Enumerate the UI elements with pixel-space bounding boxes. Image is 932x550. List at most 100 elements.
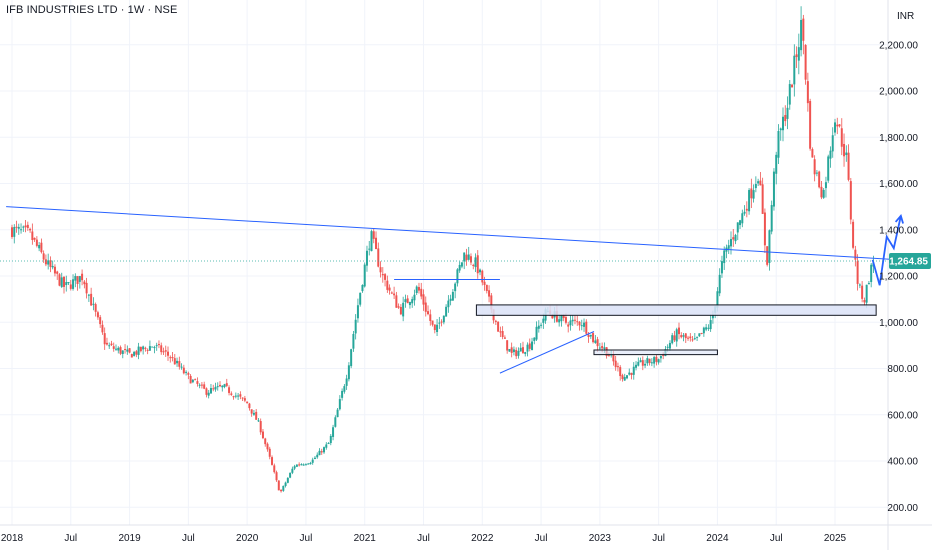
candle [318,448,321,456]
candle [334,415,337,428]
candle [241,397,244,401]
candle [298,462,301,467]
candle [451,289,454,301]
rising-support-line[interactable] [499,331,595,374]
candle [347,362,350,382]
candle [741,209,744,228]
candle [852,219,855,250]
candle [390,291,393,295]
candle [248,402,251,411]
candle [363,262,366,288]
candle [112,342,115,352]
candle [74,273,77,288]
candle [641,356,644,371]
candle [843,133,846,167]
candle [250,409,253,417]
candle [198,383,201,389]
candle [234,392,237,399]
candle [788,80,791,110]
candle [252,410,255,416]
candle [623,373,626,381]
candle [230,391,233,396]
candle [827,154,830,183]
long-trendline[interactable] [6,206,900,261]
candle [598,342,601,351]
candle [528,338,531,352]
candle [408,301,411,309]
candle [72,274,75,291]
y-tick-label: 1,200.00 [879,272,918,283]
base-box[interactable] [593,349,718,356]
candle [103,327,106,350]
candle [831,127,834,158]
candle [754,176,757,193]
candle [323,446,326,454]
candle [594,335,597,344]
candle [680,332,683,339]
candle [687,335,690,341]
candle [58,273,61,287]
candle [673,330,676,342]
y-tick-label: 200.00 [887,503,918,514]
candle [677,322,680,340]
candle [474,253,477,272]
candle [757,178,760,186]
candle [438,316,441,329]
candle [847,144,850,182]
candle [727,239,730,255]
candle [571,315,574,326]
x-tick-label: Jul [64,533,77,544]
y-tick-label: 1,000.00 [879,318,918,329]
candle [469,253,472,266]
candle [413,289,416,306]
candle [176,357,179,367]
candle [436,318,439,337]
candle [517,347,520,359]
candle [243,395,246,403]
candle [223,383,226,389]
candle [76,276,79,291]
candle [447,295,450,313]
candle [616,362,619,372]
candle [569,314,572,331]
candle [359,292,362,307]
candle [763,208,766,253]
candle [709,314,712,332]
candle [63,275,66,294]
candle [20,223,23,234]
candle [508,348,511,352]
candle [365,245,368,272]
candle [531,337,534,351]
candle [822,188,825,199]
candle [286,476,289,484]
candle [632,362,635,380]
candle [135,349,138,358]
candle [264,437,267,447]
candle [463,252,466,270]
candle [69,279,72,291]
candle [693,333,696,341]
candle [178,356,181,370]
candle [838,123,841,128]
projection-path[interactable] [871,215,902,286]
candle [316,452,319,459]
candle [813,155,816,182]
candle [275,470,278,482]
candle [558,314,561,327]
candle [454,282,457,299]
candle [17,223,20,235]
time-axis[interactable]: 2018 Jul 2019 Jul 2020 Jul 2021 Jul 2022 Jul 2023 J… [1,533,847,544]
candle [187,371,190,380]
price-axis[interactable]: 2,200.00 2,000.00 1,800.00 1,600.00 1,400.00… [879,40,918,514]
candle [406,295,409,304]
candle [824,176,827,198]
candle [13,224,16,244]
x-tick-label: Jul [535,533,548,544]
candle [442,315,445,325]
candle [157,340,160,349]
support-zone[interactable] [475,304,877,316]
candle [180,363,183,370]
candle [126,345,129,355]
x-tick-label: 2023 [589,533,612,544]
